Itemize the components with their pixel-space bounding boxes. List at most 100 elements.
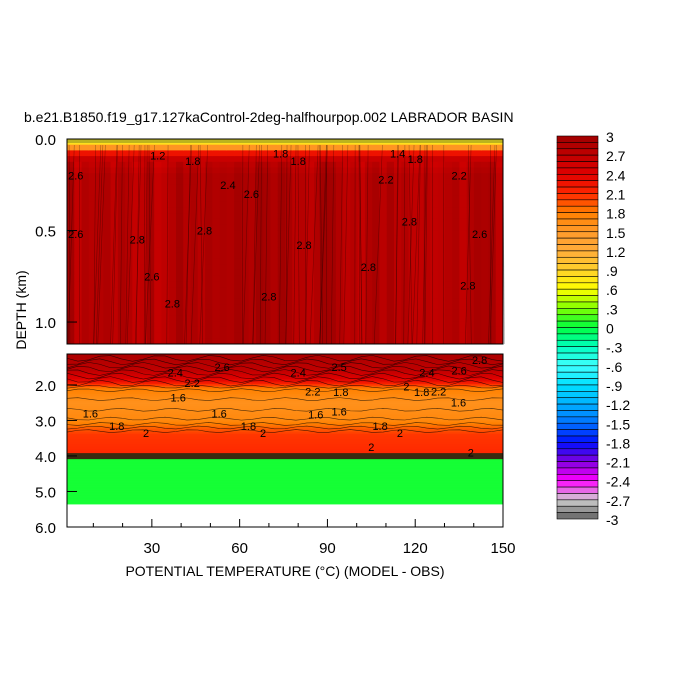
field-cell <box>270 150 279 157</box>
field-cell <box>343 281 351 288</box>
field-cell <box>401 167 410 174</box>
field-cell <box>139 298 148 305</box>
field-cell <box>386 326 395 334</box>
field-cell <box>364 150 373 157</box>
field-cell <box>379 264 388 271</box>
field-cell <box>343 144 351 151</box>
field-cell <box>270 184 279 191</box>
field-cell <box>263 241 271 248</box>
field-cell <box>285 184 293 191</box>
field-cell <box>168 258 177 265</box>
field-cell <box>248 184 257 191</box>
field-cell <box>74 207 83 214</box>
field-cell <box>321 326 330 334</box>
field-cell <box>270 258 279 265</box>
field-cell <box>219 338 228 345</box>
contour-line <box>395 144 399 345</box>
field-cell <box>205 173 213 180</box>
contour-labels: 1.2 1.81.81.81.4 1.82.62.42.62.2 2.22.6 2.82… <box>68 149 487 460</box>
field-cell <box>255 195 264 203</box>
field-cell <box>437 173 446 180</box>
colorbar-swatch <box>556 174 599 181</box>
field-cell <box>132 144 141 151</box>
field-cell <box>488 213 497 220</box>
field-cell <box>219 213 228 220</box>
field-cell <box>277 173 286 180</box>
field-cell <box>292 144 301 151</box>
field-cell <box>125 161 133 168</box>
field-cell <box>183 332 192 339</box>
field-band <box>67 354 503 357</box>
field-cell <box>154 287 162 294</box>
field-cell <box>146 326 155 334</box>
field-cell <box>219 332 228 339</box>
field-cell <box>88 281 97 288</box>
field-cell <box>285 241 293 248</box>
field-cell <box>328 315 337 322</box>
field-cell <box>357 332 366 339</box>
field-cell <box>96 201 104 208</box>
field-cell <box>190 167 199 174</box>
field-cell <box>314 292 322 299</box>
field-cell <box>459 321 468 328</box>
field-cell <box>125 315 133 322</box>
contour-line <box>66 397 504 401</box>
field-cell <box>277 287 286 294</box>
field-cell <box>168 252 177 260</box>
field-cell <box>212 247 221 254</box>
field-cell <box>168 161 177 168</box>
field-cell <box>343 258 351 265</box>
field-cell <box>488 156 497 163</box>
field-cell <box>197 178 206 186</box>
field-cell <box>488 269 497 277</box>
field-cell <box>408 315 417 322</box>
field-cell <box>96 326 104 334</box>
field-cell <box>197 292 206 299</box>
field-cell <box>277 195 286 203</box>
contour-line <box>66 422 504 426</box>
field-cell <box>314 241 322 248</box>
field-cell <box>146 161 155 168</box>
field-cell <box>306 173 315 180</box>
x-tick-label: 60 <box>231 540 248 557</box>
field-cell <box>183 326 192 334</box>
field-cell <box>285 258 293 265</box>
field-cell <box>176 321 184 328</box>
field-cell <box>473 252 482 260</box>
field-cell <box>263 338 271 345</box>
field-cell <box>67 207 75 214</box>
field-cell <box>452 321 460 328</box>
field-cell <box>452 247 460 254</box>
field-cell <box>379 150 388 157</box>
field-cell <box>96 167 104 174</box>
field-cell <box>372 321 380 328</box>
field-cell <box>212 195 221 203</box>
field-cell <box>161 167 170 174</box>
field-cell <box>248 218 257 225</box>
field-cell <box>401 258 410 265</box>
field-cell <box>452 304 460 311</box>
field-cell <box>481 224 489 231</box>
field-cell <box>132 309 141 317</box>
field-cell <box>299 224 308 231</box>
field-cell <box>161 264 170 271</box>
contour-label: 2.8 <box>402 216 417 228</box>
field-band <box>67 358 503 362</box>
field-cell <box>495 161 504 168</box>
field-cell <box>292 213 301 220</box>
field-cell <box>96 258 104 265</box>
field-band <box>67 472 503 475</box>
field-cell <box>466 287 475 294</box>
field-cell <box>321 269 330 277</box>
field-cell <box>335 264 344 271</box>
field-cell <box>190 230 199 237</box>
field-cell <box>372 332 380 339</box>
field-cell <box>205 213 213 220</box>
field-cell <box>212 150 221 157</box>
field-cell <box>117 269 126 277</box>
field-cell <box>314 309 322 317</box>
field-cell <box>88 264 97 271</box>
colorbar-swatch <box>556 167 599 175</box>
field-cell <box>96 315 104 322</box>
field-cell <box>350 195 359 203</box>
